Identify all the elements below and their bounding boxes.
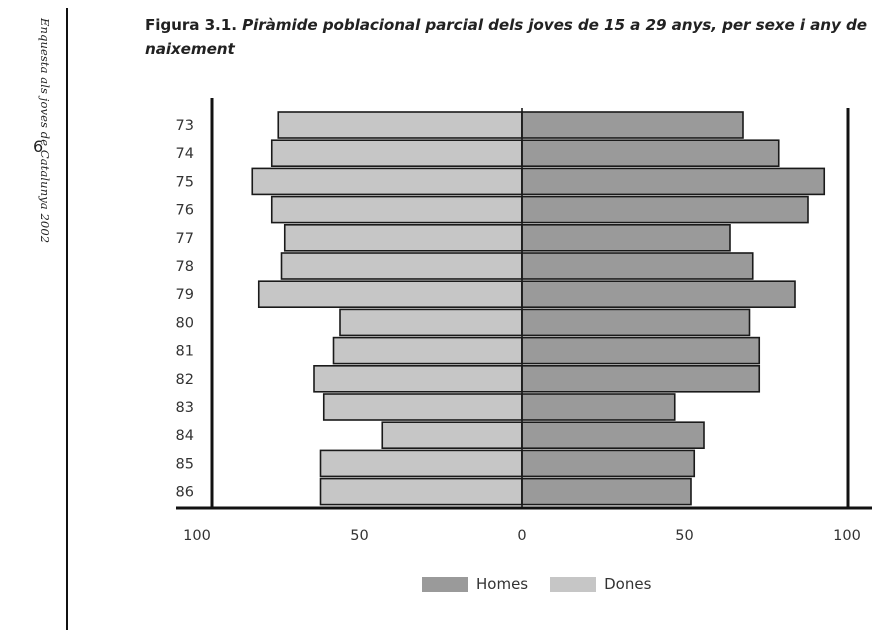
y-tick-label: 84 [176, 428, 194, 444]
y-tick-label: 74 [176, 146, 194, 162]
bar-homes [521, 364, 761, 393]
y-tick-label: 85 [176, 456, 194, 472]
bar-homes [521, 477, 692, 506]
legend-item-homes: Homes [422, 575, 528, 593]
bar-homes [521, 280, 796, 309]
y-tick-label: 78 [176, 259, 194, 275]
bar-dones [322, 393, 523, 421]
y-tick-label: 76 [176, 203, 194, 219]
bar-homes [521, 308, 751, 337]
bar-homes [521, 336, 761, 365]
figure-title-text: Piràmide poblacional parcial dels joves … [145, 16, 867, 58]
bar-dones [319, 449, 523, 478]
x-tick-label: 100 [183, 528, 211, 544]
bar-dones [332, 336, 523, 365]
legend-item-dones: Dones [550, 575, 651, 593]
y-tick-label: 82 [176, 372, 194, 388]
chart-legend: Homes Dones [422, 575, 673, 593]
bar-homes [521, 393, 676, 421]
bar-dones [319, 477, 523, 506]
bar-dones [257, 280, 523, 309]
bar-dones [381, 421, 523, 450]
bar-homes [521, 224, 731, 252]
y-tick-label: 86 [176, 485, 194, 501]
bar-dones [280, 252, 523, 280]
bar-dones [270, 195, 523, 224]
left-margin-rule [66, 8, 68, 630]
legend-label-dones: Dones [604, 575, 652, 593]
page-number: 6 [33, 137, 44, 156]
bar-dones [277, 111, 523, 139]
x-tick-label: 0 [517, 528, 526, 544]
bar-homes [521, 111, 744, 139]
bar-dones [251, 167, 523, 196]
y-tick-label: 80 [176, 315, 194, 331]
y-tick-label: 77 [176, 231, 194, 247]
bar-dones [313, 364, 523, 393]
bar-homes [521, 139, 780, 167]
figure-title-prefix: Figura 3.1. [145, 16, 237, 34]
bar-dones [283, 224, 523, 252]
x-tick-label: 50 [675, 528, 693, 544]
bar-homes [521, 195, 809, 224]
bar-dones [339, 308, 523, 337]
x-tick-label: 50 [350, 528, 368, 544]
bar-homes [521, 449, 696, 478]
bar-homes [521, 421, 705, 450]
y-tick-label: 79 [176, 287, 194, 303]
figure-title: Figura 3.1. Piràmide poblacional parcial… [145, 13, 885, 61]
x-tick-label: 100 [833, 528, 861, 544]
y-tick-label: 81 [176, 344, 194, 360]
legend-label-homes: Homes [476, 575, 529, 593]
y-tick-label: 83 [176, 400, 194, 416]
y-tick-label: 75 [176, 174, 194, 190]
y-tick-label: 73 [176, 118, 194, 134]
bar-homes [521, 167, 826, 196]
bar-homes [521, 252, 754, 280]
legend-swatch-homes [422, 576, 468, 592]
legend-swatch-dones [550, 576, 597, 592]
bar-dones [270, 139, 523, 167]
